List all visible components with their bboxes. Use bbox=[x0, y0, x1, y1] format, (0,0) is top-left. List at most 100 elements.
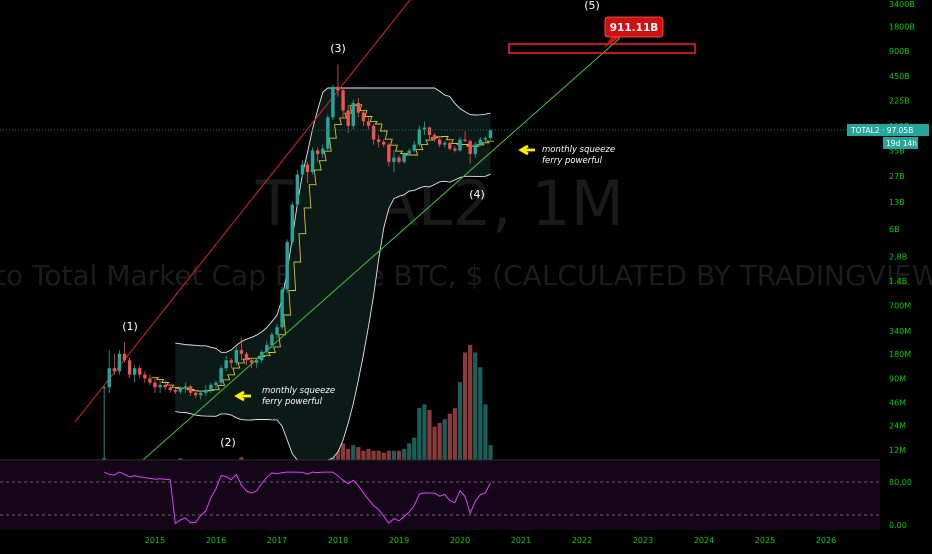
volume-bar bbox=[239, 457, 244, 460]
band-fill bbox=[175, 88, 491, 460]
volume-bar bbox=[371, 450, 376, 460]
candle-body bbox=[290, 204, 294, 242]
candle-body bbox=[107, 368, 111, 388]
x-tick-label: 2021 bbox=[511, 536, 531, 545]
candle-body bbox=[448, 142, 452, 149]
volume-bar bbox=[422, 404, 427, 460]
volume-bar bbox=[407, 443, 412, 460]
volume-bar bbox=[376, 450, 381, 460]
candle-body bbox=[387, 144, 391, 162]
y-tick-label: 90M bbox=[889, 374, 906, 383]
candle-body bbox=[432, 135, 437, 140]
target-callout-pointer bbox=[604, 36, 622, 48]
x-tick-label: 2018 bbox=[328, 536, 348, 545]
candle-body bbox=[102, 387, 106, 389]
volume-bar bbox=[346, 448, 351, 460]
candle-body bbox=[234, 350, 239, 363]
candle-body bbox=[239, 350, 244, 354]
volume-bar bbox=[432, 426, 437, 460]
last-value-label: TOTAL2 · 97.05B bbox=[850, 126, 913, 135]
annotation-arrow-left-icon bbox=[234, 390, 251, 402]
candle-body bbox=[478, 139, 483, 145]
candle-body bbox=[417, 129, 422, 145]
candle-body bbox=[199, 392, 203, 396]
candle-body bbox=[427, 127, 432, 136]
y-tick-label: 27B bbox=[889, 172, 905, 181]
wave-label-5: (5) bbox=[584, 0, 600, 12]
candle-body bbox=[158, 384, 162, 388]
band-lower bbox=[175, 173, 491, 461]
y-tick-label: 3400B bbox=[889, 0, 915, 9]
countdown-label: 19d 14h bbox=[886, 139, 917, 148]
osc-tick-label: 0.00 bbox=[889, 521, 907, 530]
candle-body bbox=[483, 138, 488, 140]
candle-body bbox=[376, 139, 381, 142]
volume-bar bbox=[447, 413, 452, 460]
volume-bar bbox=[356, 447, 361, 460]
y-tick-label: 6B bbox=[889, 225, 900, 234]
candle-body bbox=[122, 353, 127, 361]
candle-body bbox=[458, 139, 462, 151]
candle-body bbox=[295, 174, 300, 205]
volume-bar bbox=[351, 445, 356, 460]
watermark-subtitle: Crypto Total Market Cap Exclude BTC, $ (… bbox=[0, 259, 932, 292]
y-tick-label: 340M bbox=[889, 327, 911, 336]
candles bbox=[102, 64, 493, 460]
candle-body bbox=[402, 153, 406, 162]
oscillator-pane: 80.00 0.00 bbox=[0, 461, 912, 530]
y-tick-label: 1800B bbox=[889, 23, 915, 32]
annotation-lower-line2: ferry powerful bbox=[262, 397, 323, 407]
candle-body bbox=[188, 386, 193, 393]
candle-body bbox=[407, 150, 411, 154]
x-axis: 2015 2016 2017 2018 2019 2020 2021 2022 2023 2024… bbox=[0, 459, 880, 545]
target-zone-box bbox=[508, 43, 696, 54]
channel-line bbox=[74, 0, 411, 423]
candle-body bbox=[244, 353, 249, 361]
candle-body bbox=[285, 241, 289, 290]
y-tick-label: 900B bbox=[889, 47, 910, 56]
candle-body bbox=[346, 110, 350, 126]
candle-body bbox=[310, 150, 315, 173]
volume-bar bbox=[366, 448, 371, 460]
x-tick-label: 2016 bbox=[206, 536, 226, 545]
candle-body bbox=[132, 368, 137, 375]
target-label: 911.11B bbox=[610, 22, 659, 34]
x-tick-label: 2017 bbox=[267, 536, 287, 545]
volume-bar bbox=[340, 443, 346, 460]
candle-body bbox=[209, 384, 213, 390]
y-tick-label: 225B bbox=[889, 96, 910, 105]
candle-body bbox=[321, 148, 325, 154]
step-line bbox=[151, 104, 494, 392]
candle-body bbox=[473, 144, 477, 154]
volume-bar bbox=[381, 452, 386, 460]
volume-bar bbox=[401, 448, 407, 460]
candle-body bbox=[351, 102, 355, 126]
candle-body bbox=[153, 382, 157, 388]
annotation-upper-line2: ferry powerful bbox=[542, 156, 603, 166]
x-tick-label: 2023 bbox=[633, 536, 653, 545]
volume-bar bbox=[473, 352, 478, 460]
wave-label-3: (3) bbox=[330, 42, 346, 55]
candle-body bbox=[331, 86, 335, 118]
x-tick-label: 2025 bbox=[755, 536, 775, 545]
y-tick-label: 46M bbox=[889, 398, 906, 407]
volume-bars bbox=[102, 345, 493, 460]
candle-body bbox=[300, 164, 305, 175]
x-tick-label: 2024 bbox=[694, 536, 714, 545]
candle-body bbox=[260, 351, 264, 361]
candle-body bbox=[280, 289, 284, 328]
candle-body bbox=[204, 389, 208, 393]
candle-body bbox=[305, 164, 310, 173]
candle-body bbox=[183, 386, 188, 389]
candle-body bbox=[148, 378, 152, 383]
candle-body bbox=[214, 382, 218, 385]
osc-line bbox=[103, 471, 491, 525]
volume-bar bbox=[178, 458, 183, 460]
candle-body bbox=[163, 384, 167, 388]
y-tick-label: 450B bbox=[889, 72, 910, 81]
candle-body bbox=[437, 139, 442, 145]
candle-body bbox=[443, 142, 447, 145]
last-value-badge bbox=[847, 124, 929, 136]
